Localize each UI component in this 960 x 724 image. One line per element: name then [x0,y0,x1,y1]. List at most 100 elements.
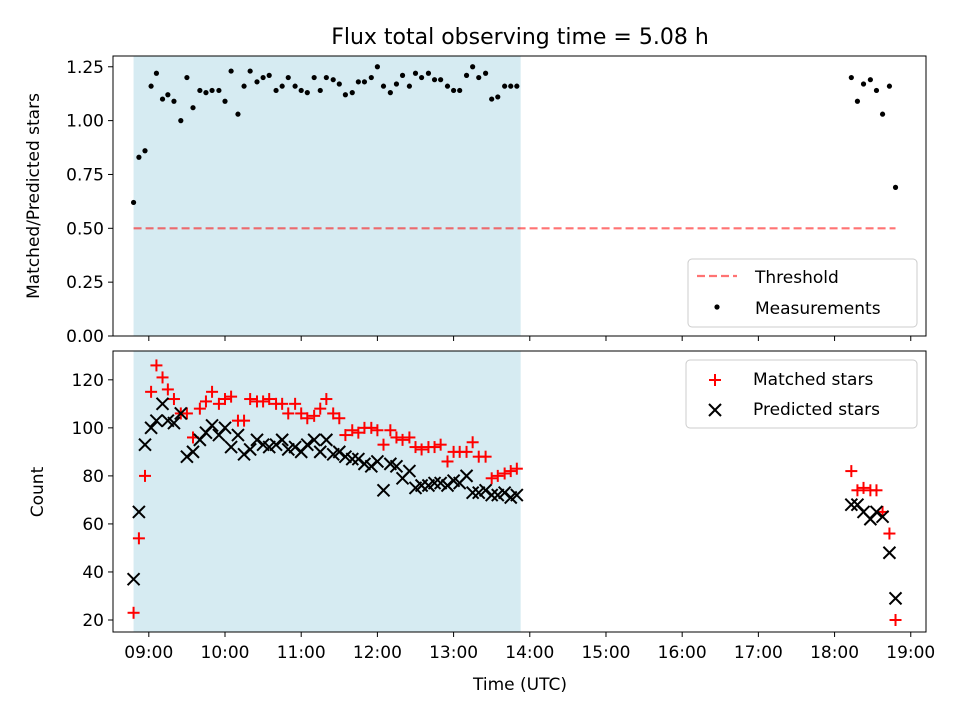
predicted-stars-point [132,505,146,519]
matched-stars-point [263,393,276,406]
measurement-point [892,184,899,190]
count-y-axis-label: Count [28,466,48,517]
measurement-point [336,81,342,87]
matched-legend-label: Matched stars [753,370,873,390]
matched-stars-point [352,426,365,439]
count-y-tick-label: 40 [82,563,104,583]
matched-stars-point [371,424,384,437]
measurement-point [235,111,241,117]
measurement-point [412,70,419,76]
matched-stars-point [156,371,169,384]
matched-stars-point [257,395,270,408]
measurement-point [380,83,387,89]
predicted-stars-point [376,483,391,498]
matched-stars-point [479,450,492,463]
x-tick-label: 16:00 [658,643,707,663]
predicted-stars-point [224,440,238,454]
measurement-point [165,92,171,98]
matched-stars-point [327,407,340,420]
count-x-ticks: 09:00 10:00 11:00 12:00 13:00 14:00 15:00 16:00… [124,632,935,663]
threshold-legend-label: Threshold [754,268,839,288]
measurement-point [178,118,184,124]
measurement-point [311,74,317,81]
predicted-stars-point [319,433,334,447]
measurement-point [476,74,482,81]
matched-stars-point [428,441,441,454]
predicted-stars-point [882,546,897,560]
measurement-point [879,111,886,117]
predicted-stars-point [243,442,257,457]
matched-stars-point [441,455,454,468]
matched-stars-point [238,414,251,427]
measurement-point [450,87,457,94]
measurement-point [361,79,368,85]
measurements-legend-swatch [714,304,720,310]
measurement-point [184,74,190,81]
predicted-stars-point [138,437,152,452]
x-tick-label: 18:00 [810,643,859,663]
ratio-series-layer [130,64,899,230]
ratio-y-tick-label: 1.25 [66,58,104,78]
measurement-point [190,105,196,111]
matched-stars-point [127,606,140,619]
measurement-point [148,83,154,89]
ratio-axes-frame [112,55,927,337]
matched-stars-point [180,407,193,420]
predicted-stars-point [389,459,404,473]
predicted-stars-point [888,591,903,606]
matched-stars-point [320,393,333,406]
matched-stars-point [845,465,858,478]
matched-stars-point [295,407,308,420]
measurement-point [142,148,148,154]
measurement-point [886,83,893,89]
measurement-point [374,64,380,70]
measurement-point [342,92,348,98]
count-series-layer [126,359,903,626]
measurement-point [317,87,323,94]
predicted-stars-point [155,397,170,411]
ratio-y-tick-label: 0.75 [66,165,104,185]
x-tick-label: 10:00 [201,643,250,663]
matched-stars-point [883,527,896,540]
measurement-point [470,64,476,70]
measurement-point [854,98,861,104]
measurement-point [873,87,880,94]
measurement-point [489,96,495,102]
matched-stars-point [498,467,511,480]
matched-stars-point [282,407,295,420]
measurement-point [279,83,285,89]
matched-stars-point [199,395,212,408]
ratio-y-tick-label: 0.50 [66,219,104,239]
measurements-legend-label: Measurements [755,299,881,319]
matched-stars-point [276,397,289,410]
predicted-stars-point [218,421,232,435]
measurement-point [241,83,247,89]
ratio-y-tick-label: 1.00 [66,112,104,132]
measurement-point [266,72,272,78]
measurement-point [285,74,291,81]
matched-stars-point [889,613,902,626]
measurement-point [502,83,508,89]
predicted-stars-point [144,421,158,435]
ratio-x-ticks [148,336,912,341]
ratio-y-tick-label: 0.00 [66,327,104,347]
x-tick-label: 13:00 [429,643,478,663]
measurement-point [444,83,451,89]
matched-stars-point [510,462,523,475]
measurement-point [425,70,432,76]
matched-stars-point [390,431,403,444]
measurement-point [482,70,489,76]
measurement-point [260,74,266,81]
measurement-point [203,90,209,96]
matched-stars-point [403,431,416,444]
matched-stars-point [365,421,378,434]
ratio-shaded-region [133,56,521,336]
measurement-point [495,94,501,100]
measurement-point [387,90,393,96]
matched-stars-point [460,445,473,458]
matched-stars-point [409,441,422,454]
count-y-ticks: 20 40 60 80 100 120 [72,371,113,631]
matched-stars-point [870,484,883,497]
matched-stars-point [219,393,232,406]
matched-stars-point [206,385,219,398]
